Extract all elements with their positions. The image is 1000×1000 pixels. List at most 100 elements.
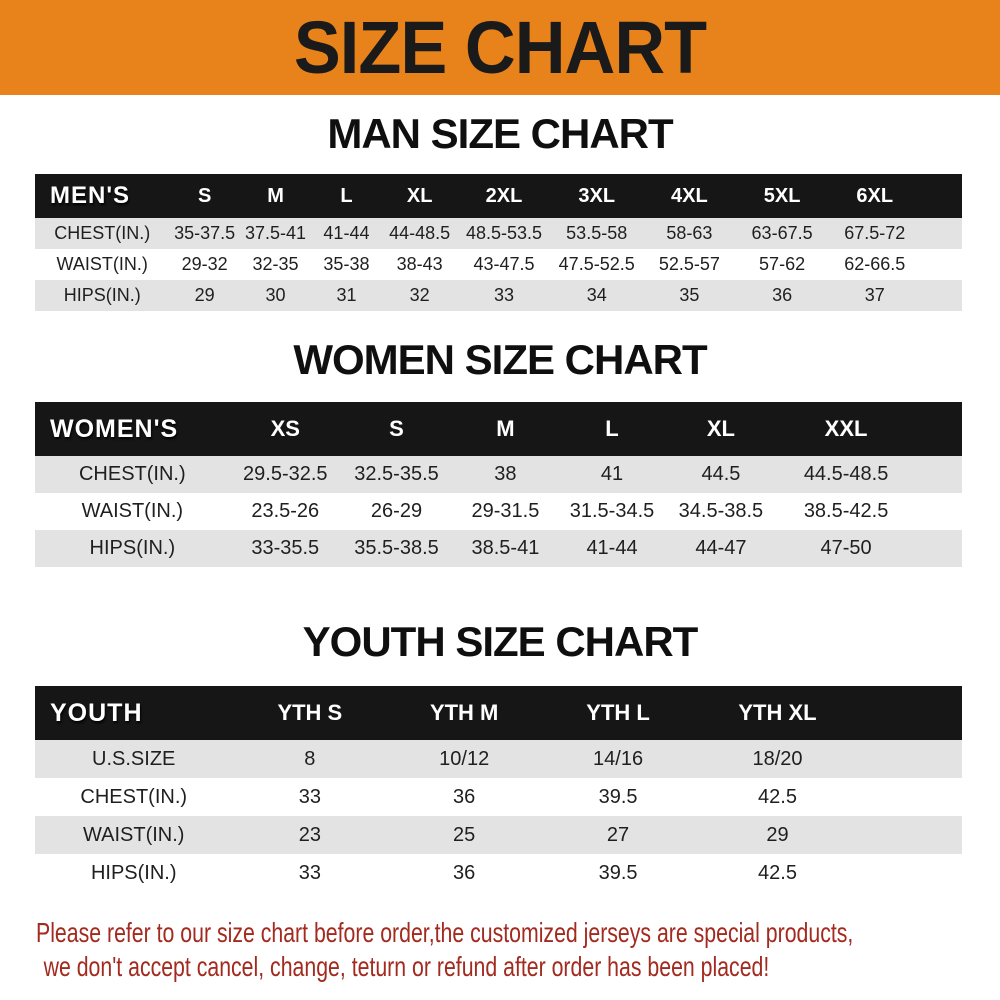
spacer-cell xyxy=(921,280,962,311)
table-row: U.S.SIZE 8 10/12 14/16 18/20 xyxy=(35,740,962,778)
size-value-cell: 18/20 xyxy=(694,740,860,778)
disclaimer-line-1: Please refer to our size chart before or… xyxy=(36,917,854,948)
size-value-cell: 23.5-26 xyxy=(229,493,341,530)
size-column-header: M xyxy=(452,402,559,456)
table-row: CHEST(IN.) 29.5-32.5 32.5-35.5 38 41 44.5 44.5… xyxy=(35,456,962,493)
men-size-table: MEN'S S M L XL 2XL 3XL 4XL 5XL 6XL CHEST(IN.) 35-37… xyxy=(35,174,962,311)
women-header-row: WOMEN'S XS S M L XL XXL xyxy=(35,402,962,456)
size-value-cell: 35-38 xyxy=(311,249,382,280)
youth-size-table: YOUTH YTH S YTH M YTH L YTH XL U.S.SIZE 8 10/12… xyxy=(35,686,962,892)
row-label: HIPS(IN.) xyxy=(35,530,230,567)
size-column-header: YTH L xyxy=(541,686,695,740)
size-value-cell: 36 xyxy=(387,854,542,892)
size-value-cell: 35.5-38.5 xyxy=(340,530,453,567)
size-value-cell: 34.5-38.5 xyxy=(665,493,777,530)
size-column-header: XL xyxy=(665,402,777,456)
size-value-cell: 32.5-35.5 xyxy=(340,456,453,493)
size-value-cell: 44-47 xyxy=(665,530,777,567)
row-label: CHEST(IN.) xyxy=(35,218,170,249)
size-value-cell: 41-44 xyxy=(558,530,666,567)
size-value-cell: 41-44 xyxy=(311,218,382,249)
man-size-chart-title: MAN SIZE CHART xyxy=(327,110,673,157)
size-value-cell: 35-37.5 xyxy=(169,218,240,249)
youth-group-label: YOUTH xyxy=(35,686,233,740)
size-value-cell: 35 xyxy=(643,280,736,311)
women-size-table: WOMEN'S XS S M L XL XXL CHEST(IN.) 29.5-32.5 32.5… xyxy=(35,402,962,567)
size-column-header: 3XL xyxy=(550,174,644,218)
size-column-header: YTH XL xyxy=(694,686,860,740)
size-value-cell: 29-31.5 xyxy=(452,493,559,530)
size-value-cell: 33 xyxy=(232,854,388,892)
size-value-cell: 42.5 xyxy=(694,778,860,816)
size-value-cell: 43-47.5 xyxy=(457,249,551,280)
size-value-cell: 14/16 xyxy=(541,740,695,778)
size-value-cell: 47.5-52.5 xyxy=(550,249,644,280)
row-label: HIPS(IN.) xyxy=(35,280,170,311)
size-value-cell: 25 xyxy=(387,816,542,854)
size-column-header: L xyxy=(558,402,666,456)
size-value-cell: 57-62 xyxy=(735,249,829,280)
size-value-cell: 34 xyxy=(550,280,644,311)
size-value-cell: 23 xyxy=(232,816,388,854)
size-value-cell: 37 xyxy=(828,280,922,311)
size-value-cell: 30 xyxy=(239,280,312,311)
size-value-cell: 58-63 xyxy=(643,218,736,249)
table-row: HIPS(IN.) 33-35.5 35.5-38.5 38.5-41 41-44 44-… xyxy=(35,530,962,567)
row-label: CHEST(IN.) xyxy=(35,456,230,493)
size-value-cell: 29.5-32.5 xyxy=(229,456,341,493)
size-column-header: YTH S xyxy=(232,686,388,740)
size-column-header: XXL xyxy=(776,402,916,456)
spacer-cell xyxy=(859,816,962,854)
spacer-cell xyxy=(859,740,962,778)
row-label: WAIST(IN.) xyxy=(35,249,170,280)
spacer-cell xyxy=(859,686,962,740)
size-value-cell: 62-66.5 xyxy=(828,249,922,280)
size-value-cell: 42.5 xyxy=(694,854,860,892)
spacer-cell xyxy=(921,174,962,218)
size-value-cell: 36 xyxy=(387,778,542,816)
size-value-cell: 29 xyxy=(169,280,240,311)
men-header-row: MEN'S S M L XL 2XL 3XL 4XL 5XL 6XL xyxy=(35,174,962,218)
disclaimer: Please refer to our size chart before or… xyxy=(0,916,1000,984)
size-value-cell: 52.5-57 xyxy=(643,249,736,280)
size-column-header: M xyxy=(239,174,312,218)
banner-title: SIZE CHART xyxy=(293,5,707,89)
size-value-cell: 44.5 xyxy=(665,456,777,493)
row-label: HIPS(IN.) xyxy=(35,854,233,892)
size-value-cell: 32 xyxy=(381,280,458,311)
section-youth-size-chart: YOUTH SIZE CHART YOUTH YTH S YTH M YTH L YTH… xyxy=(0,621,1000,892)
spacer-cell xyxy=(915,530,962,567)
size-value-cell: 26-29 xyxy=(340,493,453,530)
size-value-cell: 27 xyxy=(541,816,695,854)
youth-size-chart-title: YOUTH SIZE CHART xyxy=(302,618,699,665)
size-value-cell: 33 xyxy=(232,778,388,816)
size-value-cell: 47-50 xyxy=(776,530,916,567)
size-value-cell: 38 xyxy=(452,456,559,493)
table-row: WAIST(IN.) 23 25 27 29 xyxy=(35,816,962,854)
size-column-header: 5XL xyxy=(735,174,829,218)
size-value-cell: 8 xyxy=(232,740,388,778)
size-value-cell: 53.5-58 xyxy=(550,218,644,249)
size-column-header: 4XL xyxy=(643,174,736,218)
size-value-cell: 48.5-53.5 xyxy=(457,218,551,249)
size-value-cell: 37.5-41 xyxy=(239,218,312,249)
size-value-cell: 29 xyxy=(694,816,860,854)
row-label: CHEST(IN.) xyxy=(35,778,233,816)
table-row: CHEST(IN.) 33 36 39.5 42.5 xyxy=(35,778,962,816)
size-value-cell: 41 xyxy=(558,456,666,493)
spacer-cell xyxy=(915,402,962,456)
disclaimer-line-2: we don't accept cancel, change, teturn o… xyxy=(43,951,770,982)
spacer-cell xyxy=(921,249,962,280)
men-group-label: MEN'S xyxy=(35,174,170,218)
size-value-cell: 38.5-42.5 xyxy=(776,493,916,530)
size-value-cell: 36 xyxy=(735,280,829,311)
size-column-header: XS xyxy=(229,402,341,456)
size-value-cell: 39.5 xyxy=(541,854,695,892)
size-column-header: S xyxy=(340,402,453,456)
table-row: WAIST(IN.) 23.5-26 26-29 29-31.5 31.5-34.5 34… xyxy=(35,493,962,530)
table-row: HIPS(IN.) 33 36 39.5 42.5 xyxy=(35,854,962,892)
spacer-cell xyxy=(915,456,962,493)
size-value-cell: 67.5-72 xyxy=(828,218,922,249)
size-column-header: 2XL xyxy=(457,174,551,218)
women-size-chart-title: WOMEN SIZE CHART xyxy=(293,336,707,383)
